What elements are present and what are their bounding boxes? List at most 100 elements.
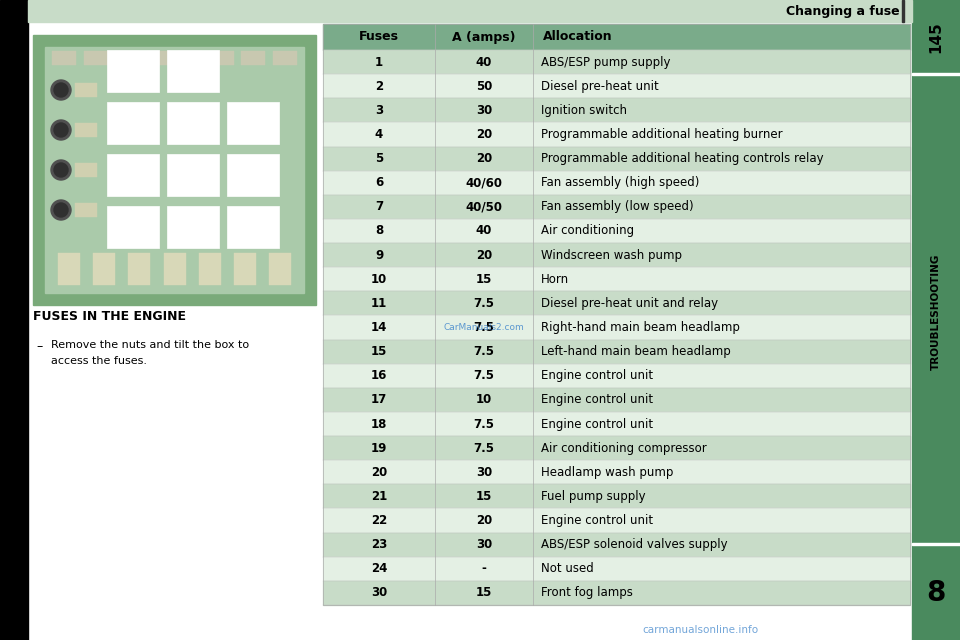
Bar	[323, 267, 910, 291]
Text: 8: 8	[926, 579, 946, 607]
Text: Fan assembly (high speed): Fan assembly (high speed)	[541, 176, 700, 189]
Text: Diesel pre-heat unit and relay: Diesel pre-heat unit and relay	[541, 297, 718, 310]
Text: 23: 23	[371, 538, 387, 551]
Bar	[323, 171, 910, 195]
Text: Horn: Horn	[541, 273, 569, 285]
Text: ABS/ESP pump supply: ABS/ESP pump supply	[541, 56, 670, 68]
Text: 24: 24	[371, 563, 387, 575]
Text: Engine control unit: Engine control unit	[541, 369, 653, 382]
Text: Programmable additional heating burner: Programmable additional heating burner	[541, 128, 782, 141]
Text: 14: 14	[371, 321, 387, 334]
Text: 15: 15	[476, 490, 492, 503]
Text: Programmable additional heating controls relay: Programmable additional heating controls…	[541, 152, 824, 165]
Bar	[163, 253, 185, 285]
Text: 22: 22	[371, 514, 387, 527]
Text: Allocation: Allocation	[543, 31, 612, 44]
Text: 145: 145	[928, 21, 944, 53]
Text: 20: 20	[476, 152, 492, 165]
Bar	[902, 0, 904, 22]
Text: carmanualsonline.info: carmanualsonline.info	[642, 625, 758, 635]
Text: 3: 3	[375, 104, 383, 117]
Bar	[323, 581, 910, 605]
Text: 10: 10	[371, 273, 387, 285]
Text: Air conditioning compressor: Air conditioning compressor	[541, 442, 707, 454]
Bar	[323, 24, 910, 50]
Text: 19: 19	[371, 442, 387, 454]
Bar	[107, 102, 159, 144]
Bar	[323, 508, 910, 532]
Text: Windscreen wash pump: Windscreen wash pump	[541, 248, 682, 262]
Text: 30: 30	[476, 466, 492, 479]
Bar	[53, 51, 77, 65]
Bar	[323, 99, 910, 122]
Bar	[323, 147, 910, 171]
Bar	[323, 532, 910, 557]
Bar	[323, 412, 910, 436]
Text: 7.5: 7.5	[473, 442, 494, 454]
Text: Front fog lamps: Front fog lamps	[541, 586, 633, 600]
Bar	[93, 253, 115, 285]
Bar	[233, 253, 255, 285]
Text: Changing a fuse: Changing a fuse	[786, 6, 900, 19]
Bar	[167, 50, 219, 92]
Text: Fuel pump supply: Fuel pump supply	[541, 490, 646, 503]
Circle shape	[54, 83, 68, 97]
Bar	[75, 123, 97, 137]
Text: Left-hand main beam headlamp: Left-hand main beam headlamp	[541, 345, 731, 358]
Bar	[323, 460, 910, 484]
Text: 30: 30	[371, 586, 387, 600]
Text: 16: 16	[371, 369, 387, 382]
Text: Headlamp wash pump: Headlamp wash pump	[541, 466, 673, 479]
Bar	[323, 74, 910, 99]
Text: 21: 21	[371, 490, 387, 503]
Text: Fan assembly (low speed): Fan assembly (low speed)	[541, 200, 694, 213]
Text: 7.5: 7.5	[473, 297, 494, 310]
Text: 30: 30	[476, 104, 492, 117]
Text: 30: 30	[476, 538, 492, 551]
Text: TROUBLESHOOTING: TROUBLESHOOTING	[931, 254, 941, 370]
Text: 15: 15	[371, 345, 387, 358]
Bar	[0, 0, 28, 640]
Circle shape	[51, 120, 71, 140]
Text: 7.5: 7.5	[473, 321, 494, 334]
Circle shape	[51, 200, 71, 220]
Text: Remove the nuts and tilt the box to: Remove the nuts and tilt the box to	[51, 340, 250, 350]
Circle shape	[54, 203, 68, 217]
Bar	[129, 253, 151, 285]
Text: 15: 15	[476, 273, 492, 285]
Bar	[323, 364, 910, 388]
Bar	[147, 51, 171, 65]
Text: 20: 20	[476, 128, 492, 141]
Text: 40: 40	[476, 225, 492, 237]
Bar	[227, 102, 279, 144]
Bar	[273, 51, 297, 65]
Bar	[323, 436, 910, 460]
Text: 20: 20	[371, 466, 387, 479]
Text: 6: 6	[374, 176, 383, 189]
Circle shape	[54, 163, 68, 177]
Text: Engine control unit: Engine control unit	[541, 514, 653, 527]
Bar	[227, 154, 279, 196]
Bar	[59, 253, 80, 285]
Text: 4: 4	[374, 128, 383, 141]
Bar	[323, 243, 910, 267]
Bar	[28, 0, 912, 22]
Bar	[323, 484, 910, 508]
Text: CarManuals2.com: CarManuals2.com	[444, 323, 524, 332]
Text: Diesel pre-heat unit: Diesel pre-heat unit	[541, 80, 659, 93]
Text: 7.5: 7.5	[473, 417, 494, 431]
Text: A (amps): A (amps)	[452, 31, 516, 44]
Text: -: -	[482, 563, 487, 575]
Text: 8: 8	[374, 225, 383, 237]
Text: 11: 11	[371, 297, 387, 310]
Bar	[323, 50, 910, 74]
Bar	[107, 154, 159, 196]
Bar	[199, 253, 221, 285]
Text: 7.5: 7.5	[473, 369, 494, 382]
Text: Not used: Not used	[541, 563, 593, 575]
Bar	[33, 35, 316, 305]
Bar	[167, 206, 219, 248]
Text: Air conditioning: Air conditioning	[541, 225, 635, 237]
Text: Fuses: Fuses	[359, 31, 399, 44]
Text: access the fuses.: access the fuses.	[51, 356, 147, 366]
